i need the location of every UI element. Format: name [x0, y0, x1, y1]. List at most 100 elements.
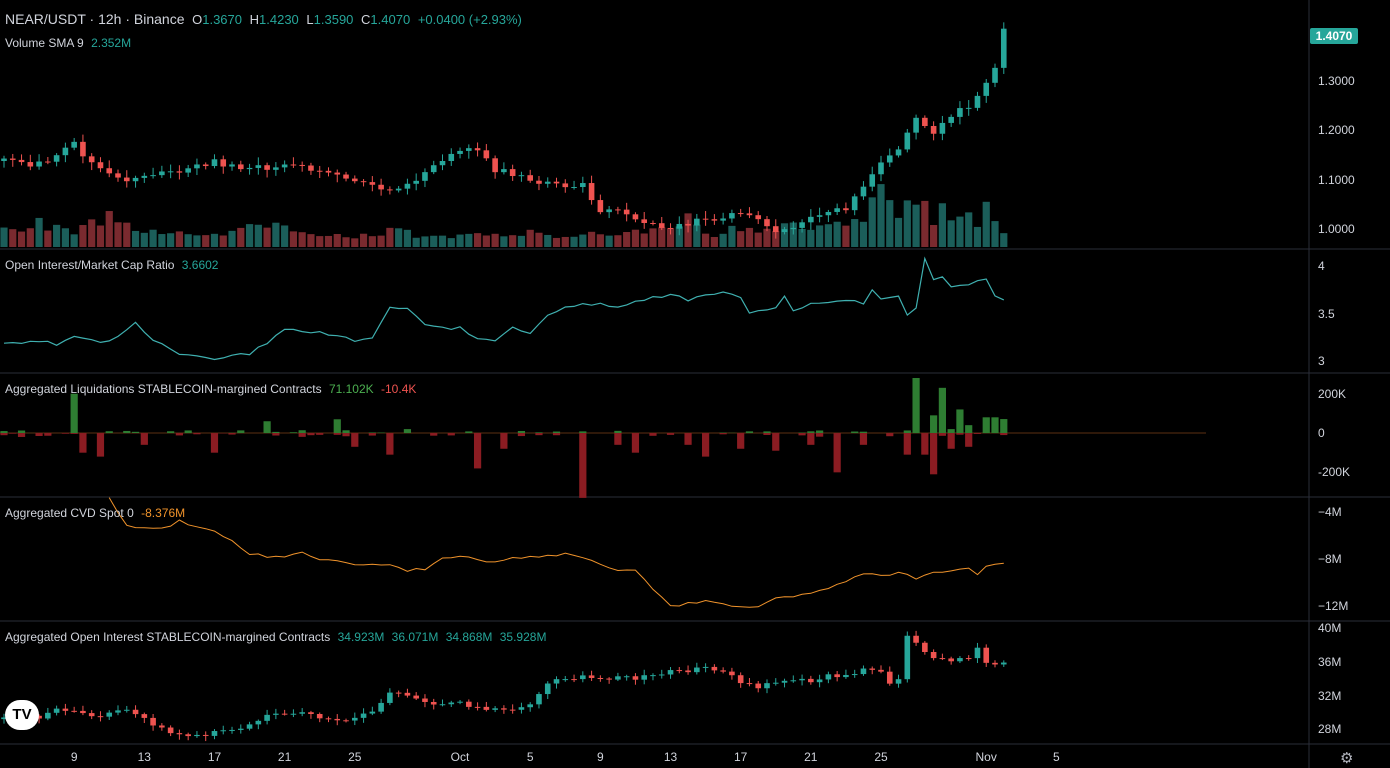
- gear-icon[interactable]: ⚙: [1340, 750, 1354, 767]
- agg-oi-candle: [1000, 662, 1007, 665]
- price-candle: [816, 215, 823, 217]
- agg-oi-candle: [878, 669, 884, 672]
- price-candle: [167, 171, 174, 173]
- price-candle: [772, 226, 779, 233]
- volume-bar: [912, 204, 920, 247]
- price-candle: [159, 171, 165, 176]
- price-candle: [676, 223, 683, 229]
- agg-oi-candle: [843, 674, 849, 678]
- price-candle: [62, 147, 69, 156]
- volume-bar: [842, 225, 850, 247]
- price-candle: [957, 108, 963, 117]
- liquidation-short-bar: [930, 433, 938, 475]
- volume-bar: [412, 237, 420, 247]
- agg-oi-candle: [518, 707, 525, 710]
- price-candle: [597, 200, 604, 213]
- volume-bar: [500, 236, 508, 247]
- cvd-title[interactable]: Aggregated CVD Spot 0: [5, 506, 134, 520]
- liquidation-short-bar: [552, 433, 561, 436]
- volume-bar: [430, 235, 438, 247]
- volume-bar: [114, 222, 122, 247]
- price-candle: [501, 169, 507, 173]
- volume-bar: [131, 230, 140, 247]
- symbol-title[interactable]: NEAR/USDT · 12h · Binance: [5, 11, 185, 27]
- price-candle: [878, 162, 884, 175]
- volume-bar: [245, 224, 254, 247]
- volume-bar: [666, 228, 675, 247]
- liquidation-long-bar: [403, 429, 412, 434]
- cvd-axis-tick: −8M: [1318, 552, 1342, 566]
- agg-oi-candle: [53, 708, 60, 713]
- volume-bar: [921, 200, 929, 247]
- oi-ratio-axis-tick: 3.5: [1318, 306, 1335, 321]
- agg-oi-candle: [237, 728, 244, 730]
- price-candle: [202, 164, 209, 167]
- agg-oi-candle: [615, 676, 621, 680]
- liquidation-short-bar: [1000, 433, 1008, 436]
- liquidation-long-bar: [859, 431, 868, 434]
- price-candle: [290, 164, 297, 166]
- agg-oi-candle: [825, 674, 832, 680]
- volume-bar: [938, 203, 946, 247]
- volume-bar: [623, 232, 631, 247]
- liquidation-long-bar: [991, 417, 999, 434]
- liquidations-title[interactable]: Aggregated Liquidations STABLECOIN-margi…: [5, 382, 322, 396]
- price-candle: [764, 219, 770, 227]
- agg-oi-candle: [80, 710, 86, 714]
- liquidation-short-bar: [272, 433, 280, 436]
- time-axis-tick: 21: [804, 750, 818, 764]
- liquidation-long-bar: [614, 430, 622, 434]
- volume-bar: [991, 221, 999, 247]
- agg-oi-candle: [895, 679, 902, 684]
- liquidation-short-bar: [342, 433, 350, 437]
- liquidation-long-bar: [123, 430, 131, 434]
- price-candle: [737, 213, 744, 215]
- volume-bar: [517, 235, 526, 247]
- agg-oi-candle: [132, 709, 139, 715]
- price-candle: [746, 213, 753, 216]
- time-axis-tick: 5: [1053, 750, 1060, 764]
- oi-ratio-title[interactable]: Open Interest/Market Cap Ratio: [5, 258, 175, 272]
- price-candle: [790, 227, 797, 230]
- price-candle: [1, 158, 7, 161]
- agg-oi-candle: [606, 678, 612, 680]
- price-candle: [904, 132, 911, 150]
- liquidation-long-bar: [965, 425, 973, 434]
- price-candle: [895, 149, 902, 156]
- high-value: 1.4230: [259, 12, 299, 27]
- agg-oi-candle: [571, 679, 577, 681]
- agg-oi-candle: [851, 674, 858, 676]
- tradingview-logo-icon[interactable]: TV: [5, 700, 39, 730]
- time-axis-tick: 13: [137, 750, 151, 764]
- price-candle: [369, 182, 376, 185]
- price-candle: [150, 175, 156, 177]
- agg-oi-candle: [650, 675, 656, 677]
- agg-oi-candle: [869, 668, 876, 670]
- agg-oi-candle: [711, 666, 718, 671]
- price-candle: [53, 155, 60, 162]
- agg-oi-candle: [939, 658, 946, 660]
- liquidation-short-bar: [535, 433, 543, 436]
- volume-bar: [930, 224, 938, 247]
- liquidation-long-bar: [333, 419, 341, 434]
- volume-bar: [219, 235, 227, 247]
- volume-bar: [0, 227, 8, 247]
- liquidation-short-bar: [430, 433, 438, 436]
- price-candle: [237, 164, 244, 170]
- agg-oi-title[interactable]: Aggregated Open Interest STABLECOIN-marg…: [5, 630, 331, 644]
- volume-bar: [807, 229, 815, 247]
- volume-bar: [886, 200, 894, 247]
- price-candle: [176, 171, 183, 173]
- volume-title[interactable]: Volume SMA 9: [5, 36, 84, 50]
- liquidation-long-bar: [763, 431, 771, 434]
- agg-oi-candle: [588, 675, 595, 678]
- price-candle: [632, 214, 639, 220]
- price-candle: [922, 117, 928, 127]
- liquidation-short-bar: [307, 433, 315, 436]
- liquidation-short-bar: [44, 433, 52, 436]
- liquidation-long-bar: [342, 430, 350, 434]
- liquidation-short-bar: [956, 433, 964, 435]
- liquidations-long-value: 71.102K: [328, 382, 374, 396]
- price-candle: [860, 186, 867, 197]
